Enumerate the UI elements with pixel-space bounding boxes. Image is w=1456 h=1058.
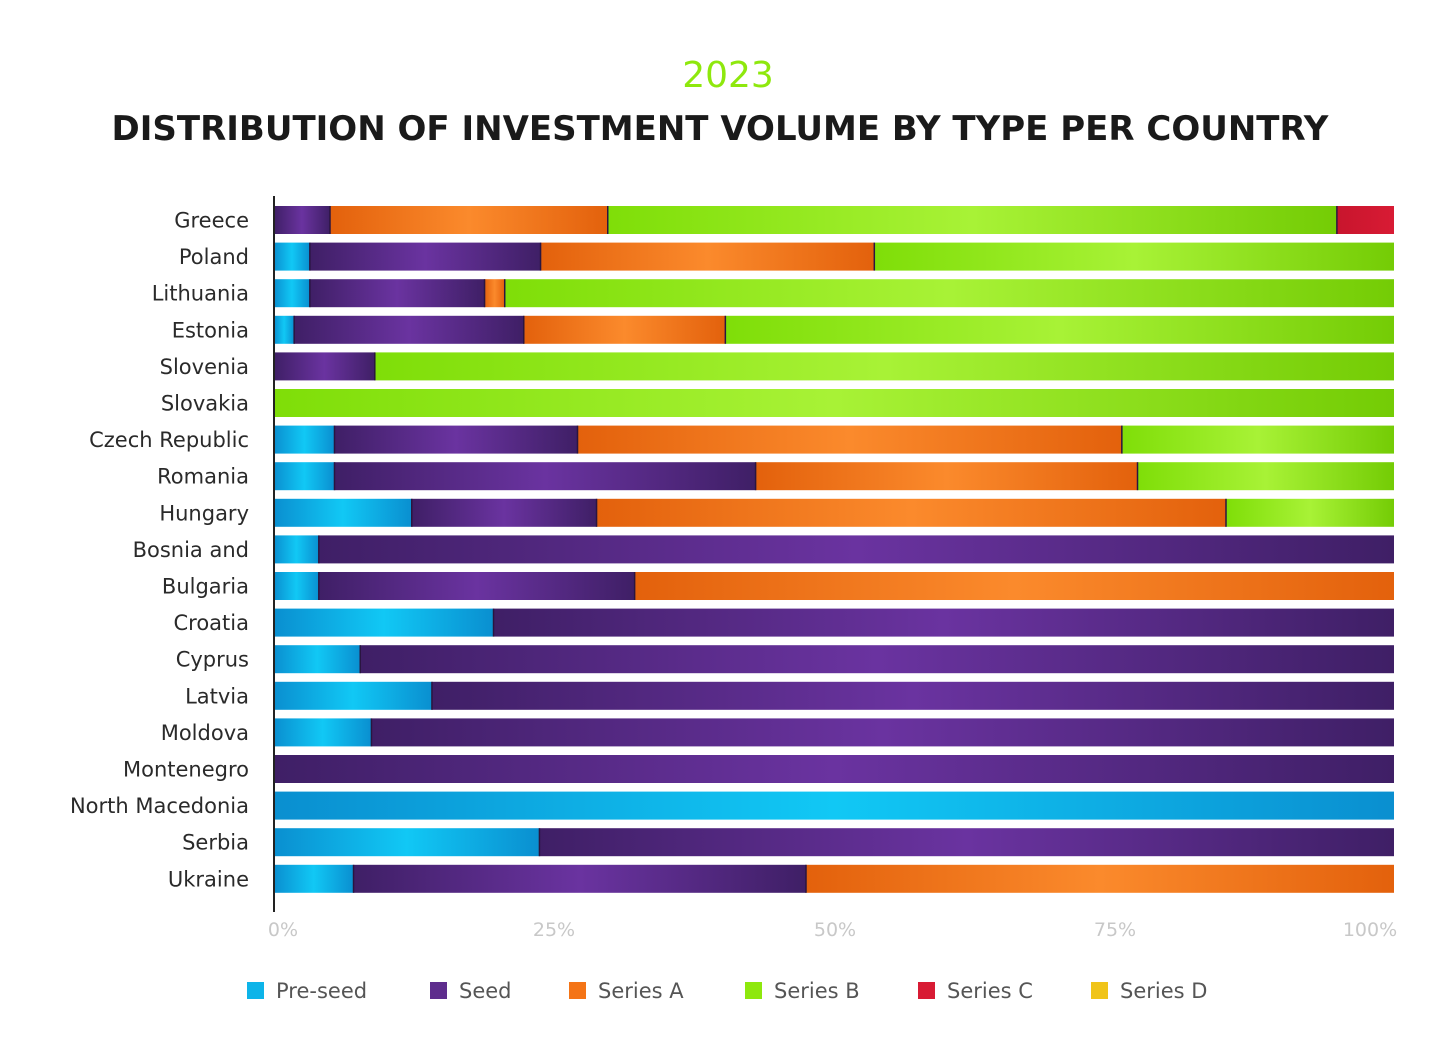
bar-segment-poland-seed: [309, 242, 541, 271]
bar-segment-moldova-pre-seed: [274, 718, 372, 747]
bar-segment-ukraine-series-a: [806, 864, 1394, 893]
legend-label-pre-seed: Pre-seed: [276, 979, 367, 1003]
bar-segment-hungary-series-b: [1226, 498, 1394, 527]
bar-segment-romania-seed: [334, 462, 756, 491]
bar-segment-latvia-seed: [431, 681, 1394, 710]
bar-segment-hungary-seed: [411, 498, 597, 527]
bar-segment-greece-series-b: [607, 206, 1337, 234]
chart-title: DISTRIBUTION OF INVESTMENT VOLUME BY TYP…: [112, 109, 1329, 149]
bar-segment-greece-series-a: [330, 206, 608, 234]
bar-segment-hungary-series-a: [596, 498, 1226, 527]
category-label-montenegro: Montenegro: [123, 758, 249, 782]
bar-segment-ukraine-pre-seed: [274, 864, 354, 893]
bar-segment-croatia-pre-seed: [274, 608, 494, 637]
legend-label-series-d: Series D: [1120, 979, 1207, 1003]
legend-swatch-series-b: [745, 982, 762, 999]
bar-segment-estonia-series-a: [523, 315, 726, 344]
bar-segment-greece-seed: [274, 206, 330, 234]
bar-segment-czech-republic-pre-seed: [274, 425, 335, 454]
bar-segment-latvia-pre-seed: [274, 681, 432, 710]
category-label-slovakia: Slovakia: [161, 392, 249, 416]
bar-segment-slovakia-series-b: [274, 389, 1394, 417]
bar-segment-poland-series-a: [540, 242, 875, 271]
bar-segment-greece-series-c: [1336, 206, 1394, 234]
x-tick-label-1: 25%: [533, 919, 575, 941]
category-label-serbia: Serbia: [182, 831, 249, 855]
category-label-bosnia-and: Bosnia and: [133, 538, 249, 562]
bar-segment-north-macedonia-pre-seed: [274, 791, 1394, 820]
category-label-ukraine: Ukraine: [168, 867, 249, 891]
category-label-north-macedonia: North Macedonia: [70, 794, 249, 818]
legend-swatch-series-c: [918, 982, 935, 999]
bar-segment-czech-republic-seed: [334, 425, 578, 454]
legend-swatch-pre-seed: [247, 982, 264, 999]
x-tick-label-4: 100%: [1343, 919, 1397, 941]
legend-label-series-a: Series A: [598, 979, 684, 1003]
x-tick-label-2: 50%: [814, 919, 856, 941]
category-labels: Greece Poland Lithuania Estonia Slovenia Slov…: [70, 209, 249, 892]
bar-segment-czech-republic-series-b: [1121, 425, 1394, 454]
legend-label-series-c: Series C: [947, 979, 1033, 1003]
category-label-estonia: Estonia: [172, 318, 249, 342]
bar-segment-estonia-series-b: [725, 315, 1394, 344]
legend-label-seed: Seed: [459, 979, 512, 1003]
chart-subtitle: 2023: [682, 55, 774, 96]
bar-segment-lithuania-series-a: [484, 279, 505, 308]
bar-segment-estonia-pre-seed: [274, 315, 295, 344]
bar-segment-slovenia-series-b: [374, 352, 1394, 381]
category-label-cyprus: Cyprus: [176, 648, 249, 672]
bar-segment-romania-series-a: [755, 462, 1138, 491]
bar-segment-serbia-pre-seed: [274, 828, 540, 857]
x-tick-label-3: 75%: [1094, 919, 1136, 941]
bar-segment-estonia-seed: [294, 315, 524, 344]
category-label-lithuania: Lithuania: [152, 282, 249, 306]
bar-segment-poland-series-b: [874, 242, 1394, 271]
category-label-croatia: Croatia: [174, 611, 250, 635]
bar-segment-romania-pre-seed: [274, 462, 335, 491]
bar-segment-czech-republic-series-a: [577, 425, 1122, 454]
bars-layer: [274, 206, 1395, 893]
bar-segment-romania-series-b: [1137, 462, 1394, 491]
legend-swatch-seed: [430, 982, 447, 999]
bar-segment-slovenia-seed: [274, 352, 375, 381]
category-label-moldova: Moldova: [161, 721, 249, 745]
x-tick-label-0: 0%: [268, 919, 298, 941]
legend-swatch-series-d: [1091, 982, 1108, 999]
bar-segment-hungary-pre-seed: [274, 498, 412, 527]
category-label-latvia: Latvia: [185, 684, 249, 708]
bar-segment-moldova-seed: [371, 718, 1394, 747]
bar-segment-serbia-seed: [539, 828, 1394, 857]
bar-segment-cyprus-seed: [360, 645, 1394, 674]
bar-segment-ukraine-seed: [353, 864, 806, 893]
category-label-bulgaria: Bulgaria: [162, 575, 249, 599]
bar-segment-bulgaria-seed: [318, 572, 635, 600]
bar-segment-bulgaria-series-a: [634, 572, 1394, 600]
category-label-greece: Greece: [174, 209, 249, 233]
bar-segment-bosnia-and-pre-seed: [274, 535, 319, 564]
category-label-poland: Poland: [179, 245, 249, 269]
bar-segment-lithuania-series-b: [504, 279, 1395, 308]
legend: Pre-seed Seed Series A Series B Series C Seri…: [247, 979, 1207, 1003]
bar-segment-montenegro-seed: [274, 755, 1394, 783]
bar-segment-lithuania-pre-seed: [274, 279, 310, 308]
bar-segment-poland-pre-seed: [274, 242, 310, 271]
bar-segment-cyprus-pre-seed: [274, 645, 361, 674]
category-label-slovenia: Slovenia: [160, 355, 249, 379]
category-label-hungary: Hungary: [159, 501, 249, 525]
legend-swatch-series-a: [569, 982, 586, 999]
bar-segment-bosnia-and-seed: [318, 535, 1394, 564]
bar-segment-bulgaria-pre-seed: [274, 572, 319, 600]
category-label-czech-republic: Czech Republic: [89, 428, 249, 452]
bar-segment-croatia-seed: [493, 608, 1394, 637]
bar-segment-lithuania-seed: [309, 279, 485, 308]
x-axis-ticks: 0% 25% 50% 75% 100%: [268, 919, 1397, 941]
legend-label-series-b: Series B: [774, 979, 860, 1003]
category-label-romania: Romania: [157, 465, 249, 489]
